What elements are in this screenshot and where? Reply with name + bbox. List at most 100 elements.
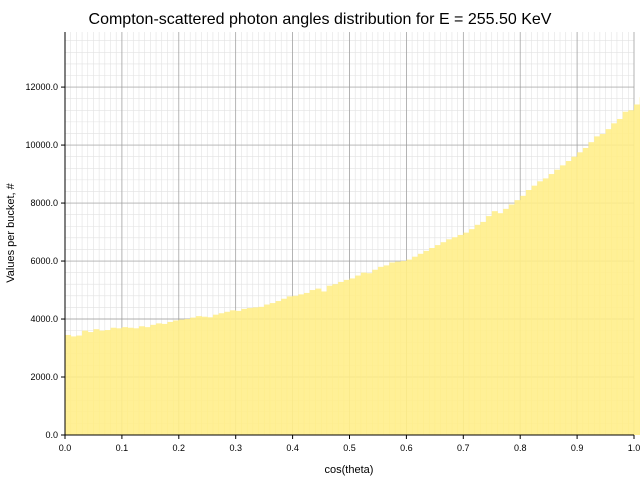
histogram-bar xyxy=(309,290,316,435)
histogram-bar xyxy=(144,327,151,435)
x-axis-label: cos(theta) xyxy=(325,464,374,476)
histogram-bar xyxy=(82,330,89,435)
histogram-bar xyxy=(537,181,544,435)
histogram-bar xyxy=(377,266,385,435)
y-tick-label: 2000.0 xyxy=(30,372,58,382)
histogram-bar xyxy=(133,328,140,435)
histogram-bar xyxy=(491,211,498,435)
histogram-bar xyxy=(184,319,191,435)
histogram-bar xyxy=(264,304,271,435)
histogram-bar xyxy=(292,295,299,435)
x-tick-label: 0.9 xyxy=(571,443,584,453)
histogram-bar xyxy=(383,265,390,435)
histogram-bar xyxy=(241,308,248,435)
histogram-bar xyxy=(474,224,481,435)
histogram-bar xyxy=(360,272,367,435)
histogram-bar xyxy=(605,129,612,435)
histogram-bar xyxy=(218,313,225,435)
x-tick-label: 0.7 xyxy=(457,443,470,453)
histogram-bar xyxy=(224,311,231,435)
x-tick-label: 0.4 xyxy=(286,443,299,453)
x-tick-label: 0.5 xyxy=(343,443,356,453)
histogram-bar xyxy=(161,323,168,435)
histogram-bar xyxy=(628,110,635,435)
histogram-bar xyxy=(258,306,265,435)
histogram-bar xyxy=(525,190,532,435)
histogram-bar xyxy=(138,326,146,435)
histogram-bar xyxy=(76,335,83,435)
histogram-bar xyxy=(616,118,624,435)
y-axis-label: Values per bucket, # xyxy=(5,182,17,282)
y-tick-label: 0.0 xyxy=(45,430,58,440)
histogram-bar xyxy=(463,232,470,435)
histogram-bar xyxy=(423,250,430,435)
histogram-bar xyxy=(173,320,180,435)
histogram-bar xyxy=(503,208,510,435)
histogram-bar xyxy=(338,281,345,435)
histogram-bar xyxy=(127,327,134,435)
histogram-bar xyxy=(315,288,322,435)
histogram-bar xyxy=(87,332,94,435)
histogram-bars xyxy=(65,97,640,436)
histogram-bar xyxy=(497,213,504,435)
histogram-bar xyxy=(611,123,618,436)
histogram-bar xyxy=(634,104,640,435)
histogram-bar xyxy=(429,247,436,435)
histogram-bar xyxy=(190,317,197,435)
histogram-bar xyxy=(281,298,288,435)
histogram-bar xyxy=(70,336,77,435)
x-tick-label: 0.1 xyxy=(116,443,129,453)
histogram-bar xyxy=(121,327,128,435)
histogram-bar xyxy=(412,256,419,435)
histogram-bar xyxy=(178,319,185,435)
histogram-bar xyxy=(406,259,413,435)
histogram-bar xyxy=(594,136,601,436)
histogram-bar xyxy=(395,261,402,435)
histogram-bar xyxy=(440,242,447,435)
histogram-bar xyxy=(599,134,606,435)
histogram-bar xyxy=(332,284,339,435)
histogram-bar xyxy=(389,262,396,435)
x-tick-label: 1.0 xyxy=(628,443,640,453)
histogram-bar xyxy=(480,221,487,435)
x-tick-label: 0.0 xyxy=(59,443,72,453)
histogram-bar xyxy=(582,147,589,435)
histogram-bar xyxy=(269,303,276,435)
x-tick-label: 0.8 xyxy=(514,443,527,453)
histogram-bar xyxy=(622,111,629,435)
histogram-bar xyxy=(417,253,424,435)
histogram-bar xyxy=(212,314,220,435)
histogram-bar xyxy=(247,308,254,435)
histogram-bar xyxy=(372,269,379,435)
y-tick-label: 12000.0 xyxy=(25,82,58,92)
histogram-bar xyxy=(468,229,476,435)
histogram-bar xyxy=(434,245,441,435)
histogram-bar xyxy=(560,165,567,435)
y-tick-label: 8000.0 xyxy=(30,198,58,208)
y-tick-label: 4000.0 xyxy=(30,314,58,324)
y-tick-label: 6000.0 xyxy=(30,256,58,266)
histogram-bar xyxy=(508,204,515,435)
histogram-bar xyxy=(195,316,202,435)
histogram-bar xyxy=(349,278,356,435)
histogram-bar xyxy=(110,327,117,435)
histogram-bar xyxy=(235,310,242,435)
histogram-bar xyxy=(531,185,538,435)
histogram-bar xyxy=(457,234,464,435)
histogram-bar xyxy=(286,296,293,435)
histogram-bar xyxy=(207,317,214,435)
histogram-bar xyxy=(104,330,111,435)
histogram-bar xyxy=(542,178,550,435)
histogram-bar xyxy=(577,152,584,436)
histogram-bar xyxy=(400,261,407,435)
histogram-bar xyxy=(486,216,493,435)
histogram-bar xyxy=(230,310,237,435)
histogram-bar xyxy=(303,292,311,435)
histogram-bar xyxy=(571,156,578,435)
histogram-bar xyxy=(252,307,259,435)
x-tick-label: 0.3 xyxy=(229,443,242,453)
histogram-bar xyxy=(446,239,453,435)
histogram-bar xyxy=(150,324,157,435)
histogram-bar xyxy=(451,237,459,435)
